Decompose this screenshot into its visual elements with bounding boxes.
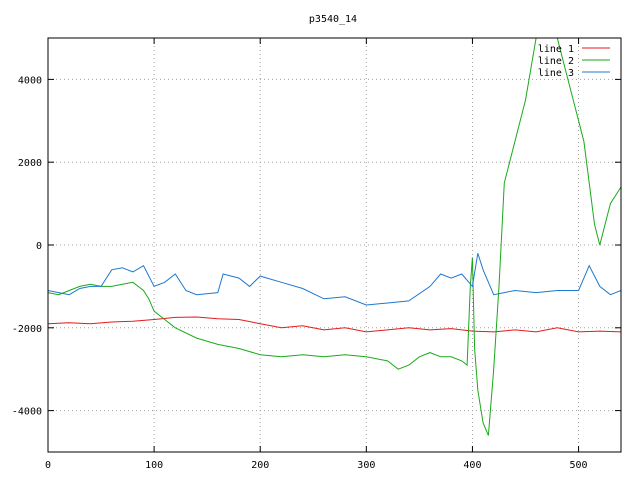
series-line-2 bbox=[48, 38, 621, 436]
series-line-1 bbox=[48, 316, 621, 333]
x-tick-label: 0 bbox=[45, 460, 51, 471]
x-tick-label: 400 bbox=[463, 460, 481, 471]
plot-frame bbox=[47, 37, 622, 453]
legend-label: line 1 bbox=[538, 44, 574, 55]
legend-label: line 2 bbox=[538, 56, 574, 67]
chart-title: p3540_14 bbox=[309, 14, 357, 25]
series-line-3 bbox=[48, 253, 621, 306]
y-tick-label: 2000 bbox=[18, 158, 42, 169]
x-tick-label: 500 bbox=[570, 460, 588, 471]
x-tick-label: 100 bbox=[145, 460, 163, 471]
axes: 0 100 200 300 400 500 -4000 -2000 0 2000 4000 bbox=[12, 38, 621, 471]
y-tick-label: 0 bbox=[36, 241, 42, 252]
legend-label: line 3 bbox=[538, 68, 574, 79]
y-tick-label: -4000 bbox=[12, 407, 42, 418]
x-tick-label: 200 bbox=[251, 460, 269, 471]
series-group bbox=[48, 38, 621, 436]
y-tick-label: 4000 bbox=[18, 75, 42, 86]
y-tick-label: -2000 bbox=[12, 324, 42, 335]
grid bbox=[47, 38, 621, 452]
x-tick-label: 300 bbox=[357, 460, 375, 471]
